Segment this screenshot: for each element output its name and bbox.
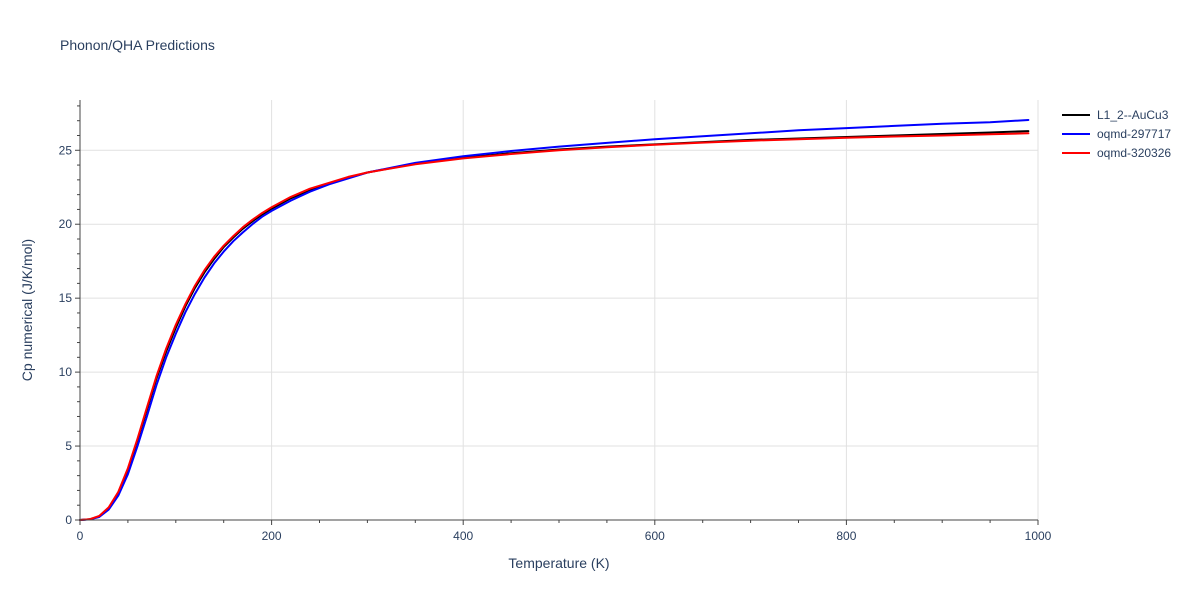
grid-lines <box>80 100 1039 520</box>
x-tick-label: 400 <box>453 529 473 543</box>
series-line-3 <box>79 132 1030 521</box>
axes <box>75 100 1039 525</box>
y-tick-label: 5 <box>65 439 72 453</box>
legend-label: oqmd-320326 <box>1097 146 1171 160</box>
legend-item[interactable]: oqmd-297717 <box>1062 127 1171 141</box>
y-tick-label: 15 <box>59 291 73 305</box>
y-tick-label: 20 <box>59 217 73 231</box>
series-line-2 <box>79 119 1030 521</box>
x-axis-title: Temperature (K) <box>508 555 609 571</box>
y-tick-label: 25 <box>59 143 73 157</box>
x-tick-label: 200 <box>262 529 282 543</box>
y-axis-title: Cp numerical (J/K/mol) <box>19 239 35 381</box>
legend-item[interactable]: oqmd-320326 <box>1062 146 1171 160</box>
legend[interactable]: L1_2--AuCu3 oqmd-297717 oqmd-320326 <box>1062 108 1171 160</box>
y-tick-label: 10 <box>59 365 73 379</box>
legend-label: L1_2--AuCu3 <box>1097 108 1169 122</box>
x-tick-label: 800 <box>836 529 856 543</box>
chart-title: Phonon/QHA Predictions <box>60 37 215 53</box>
y-tick-label: 0 <box>65 513 72 527</box>
legend-label: oqmd-297717 <box>1097 127 1171 141</box>
x-tick-label: 1000 <box>1025 529 1052 543</box>
legend-item[interactable]: L1_2--AuCu3 <box>1062 108 1169 122</box>
plot-series <box>79 119 1030 521</box>
x-tick-label: 600 <box>645 529 665 543</box>
x-tick-label: 0 <box>77 529 84 543</box>
tick-labels: 0 200 400 600 800 1000 0 5 10 15 20 25 <box>59 143 1052 543</box>
